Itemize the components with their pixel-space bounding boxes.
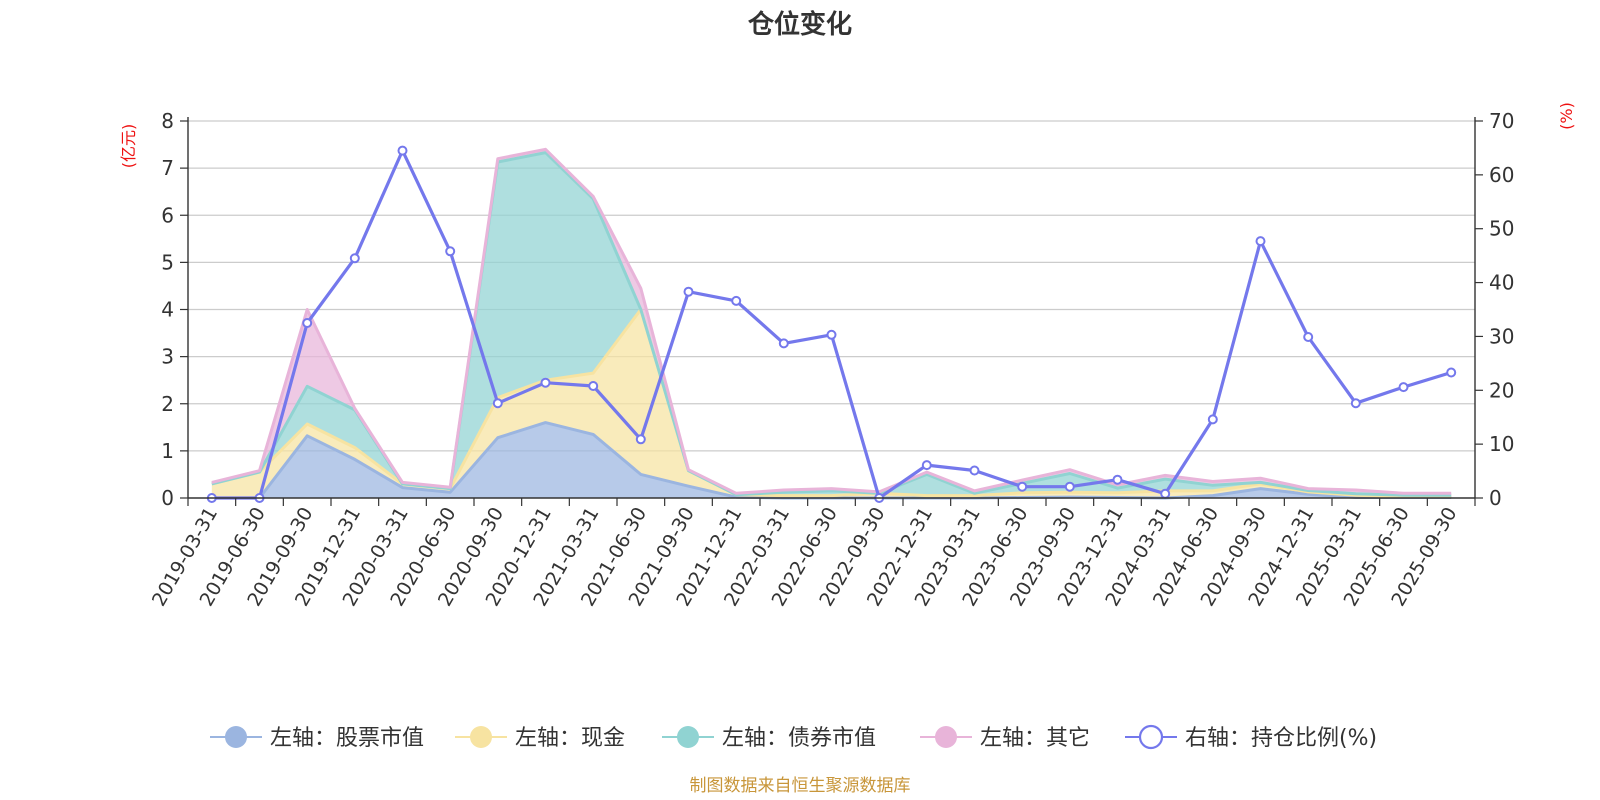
legend-label: 左轴：债券市值: [722, 726, 876, 751]
legend-item-3[interactable]: 左轴：其它: [920, 726, 1090, 751]
legend-marker: [1138, 724, 1164, 750]
ratio-point[interactable]: [588, 381, 599, 391]
legend-item-4[interactable]: 右轴：持仓比例(%): [1125, 724, 1377, 751]
right-tick-label: 0: [1489, 486, 1502, 510]
area-series-3: [211, 149, 1452, 496]
area-series-2: [211, 152, 1452, 497]
ratio-point[interactable]: [1350, 398, 1361, 409]
axes: 0123456780102030405060702019-03-312019-0…: [148, 109, 1515, 610]
ratio-point[interactable]: [1255, 236, 1266, 247]
ratio-point[interactable]: [683, 286, 694, 297]
legend-marker: [677, 726, 699, 748]
ratio-line-path: [211, 149, 1452, 500]
ratio-point[interactable]: [1303, 332, 1314, 342]
area-series-edge-2: [211, 151, 1452, 497]
grid-lines: [188, 120, 1475, 452]
ratio-point[interactable]: [1398, 382, 1409, 393]
ratio-point[interactable]: [1207, 414, 1218, 425]
ratio-point[interactable]: [349, 253, 360, 264]
right-tick-label: 70: [1489, 109, 1514, 133]
left-tick-label: 4: [161, 298, 174, 322]
ratio-point[interactable]: [1112, 474, 1123, 485]
left-tick-label: 1: [161, 439, 174, 463]
ratio-point[interactable]: [969, 465, 980, 476]
ratio-point[interactable]: [826, 329, 837, 340]
legend-marker: [470, 726, 492, 748]
ratio-point[interactable]: [302, 318, 313, 328]
legend-label: 左轴：现金: [515, 726, 625, 751]
right-tick-label: 50: [1489, 217, 1514, 241]
left-tick-label: 8: [161, 109, 174, 133]
ratio-point[interactable]: [1446, 367, 1457, 378]
left-tick-label: 3: [161, 345, 174, 369]
ratio-point[interactable]: [1064, 481, 1075, 492]
right-tick-label: 20: [1489, 378, 1514, 402]
legend-item-2[interactable]: 左轴：债券市值: [662, 726, 876, 751]
ratio-point[interactable]: [635, 434, 646, 445]
legend[interactable]: 左轴：股票市值 左轴：现金 左轴：债券市值 左轴：其它 右轴：持仓比例(%): [210, 724, 1377, 751]
legend-label: 左轴：股票市值: [270, 726, 424, 751]
legend-marker: [935, 726, 957, 748]
ratio-point[interactable]: [1017, 481, 1028, 492]
ratio-point[interactable]: [540, 377, 551, 388]
left-tick-label: 5: [161, 250, 174, 274]
legend-item-1[interactable]: 左轴：现金: [455, 726, 625, 751]
left-tick-label: 7: [161, 156, 174, 180]
ratio-point[interactable]: [921, 460, 932, 471]
legend-label: 右轴：持仓比例(%): [1185, 726, 1377, 751]
legend-item-0[interactable]: 左轴：股票市值: [210, 726, 424, 751]
ratio-point[interactable]: [445, 246, 456, 257]
right-tick-label: 30: [1489, 324, 1514, 348]
left-tick-label: 6: [161, 203, 174, 227]
source-note: 制图数据来自恒生聚源数据库: [690, 776, 911, 796]
area-series-edge-3: [211, 147, 1452, 495]
stacked-areas: [211, 147, 1452, 500]
left-tick-label: 0: [161, 486, 174, 510]
ratio-point[interactable]: [397, 145, 408, 156]
area-series-0: [211, 422, 1452, 498]
ratio-point[interactable]: [778, 338, 789, 349]
left-axis-unit: (亿元): [119, 124, 138, 169]
ratio-line: [206, 145, 1457, 503]
right-axis-unit: (%): [1557, 102, 1576, 130]
ratio-point[interactable]: [1160, 488, 1171, 499]
right-tick-label: 60: [1489, 163, 1514, 187]
left-tick-label: 2: [161, 392, 174, 416]
legend-label: 左轴：其它: [980, 726, 1090, 751]
right-tick-label: 40: [1489, 271, 1514, 295]
legend-marker: [225, 726, 247, 748]
ratio-point[interactable]: [731, 295, 742, 306]
chart-title: 仓位变化: [747, 9, 852, 40]
right-tick-label: 10: [1489, 432, 1514, 456]
ratio-point[interactable]: [492, 398, 503, 409]
